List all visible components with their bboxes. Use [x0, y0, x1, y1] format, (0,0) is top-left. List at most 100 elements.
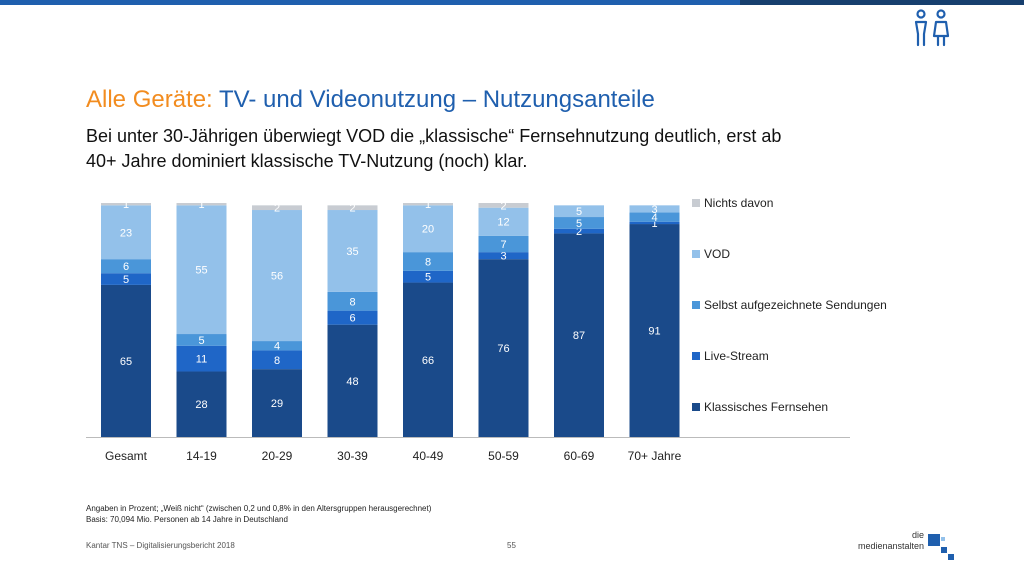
- data-label: 5: [123, 274, 129, 286]
- legend-item: Live-Stream: [692, 349, 769, 363]
- footnote-line-1: Angaben in Prozent; „Weiß nicht“ (zwisch…: [86, 504, 432, 513]
- data-label: 66: [422, 355, 434, 367]
- bar-segment: [629, 224, 680, 437]
- data-label: 1: [123, 199, 129, 211]
- data-label: 56: [271, 271, 283, 283]
- bar-segment: [101, 259, 151, 274]
- x-tick-label: 40-49: [413, 449, 444, 463]
- bar-segment: [176, 371, 227, 437]
- legend-label: Live-Stream: [704, 349, 769, 363]
- page-number: 55: [507, 541, 516, 550]
- data-label: 1: [425, 199, 431, 211]
- title-main: TV- und Videonutzung – Nutzungsanteile: [218, 86, 655, 113]
- bar-segment: [629, 221, 680, 225]
- x-tick-label: 60-69: [564, 449, 595, 463]
- bar-segment: [101, 205, 151, 260]
- bar-segment: [629, 212, 680, 222]
- data-label: 7: [500, 239, 506, 251]
- data-label: 5: [198, 335, 204, 347]
- data-label: 1: [198, 199, 204, 211]
- bar-segment: [176, 205, 227, 335]
- legend-label: Selbst aufgezeichnete Sendungen: [704, 298, 887, 312]
- data-label: 8: [274, 355, 280, 367]
- data-label: 65: [120, 356, 132, 368]
- bar-segment: [554, 228, 604, 234]
- x-tick-label: 30-39: [337, 449, 368, 463]
- bar-segment: [252, 350, 302, 370]
- data-label: 5: [576, 218, 582, 230]
- bar-segment: [403, 252, 453, 271]
- data-label: 91: [648, 326, 660, 338]
- bar-segment: [327, 324, 378, 437]
- bar-segment: [327, 291, 378, 311]
- legend-label: Klassisches Fernsehen: [704, 400, 829, 414]
- data-label: 8: [425, 257, 431, 269]
- data-label: 8: [349, 296, 355, 308]
- page-title: Alle Geräte: TV- und Videonutzung – Nutz…: [86, 86, 655, 114]
- bar-segment: [252, 341, 302, 351]
- logo-text-line-2: medienanstalten: [857, 541, 924, 551]
- bar-segment: [478, 207, 529, 236]
- data-label: 87: [573, 330, 585, 342]
- data-label: 4: [274, 341, 280, 353]
- bar-segment: [252, 210, 302, 342]
- people-icon: [914, 9, 950, 47]
- bar-segment: [101, 284, 151, 437]
- data-label: 3: [500, 251, 506, 263]
- bar-segment: [554, 217, 604, 229]
- bar-segment: [554, 205, 604, 218]
- legend-item: VOD: [692, 247, 730, 261]
- legend-swatch: [692, 352, 700, 360]
- data-label: 20: [422, 224, 434, 236]
- legend-item: Nichts davon: [692, 196, 773, 210]
- bar-segment: [403, 205, 453, 253]
- medienanstalten-logo: die medienanstalten: [842, 530, 954, 562]
- logo-text-line-1: die: [911, 530, 924, 540]
- bar-segment: [403, 282, 453, 437]
- bar-segment: [176, 345, 227, 372]
- legend-swatch: [692, 199, 700, 207]
- data-label: 2: [274, 203, 280, 215]
- data-label: 6: [349, 313, 355, 325]
- data-label: 5: [576, 206, 582, 218]
- bar-segment: [327, 310, 378, 325]
- bar-segment: [176, 203, 227, 206]
- bar-segment: [478, 235, 529, 253]
- data-label: 2: [500, 200, 506, 212]
- x-tick-label: 20-29: [262, 449, 293, 463]
- data-label: 29: [271, 398, 283, 410]
- data-label: 28: [195, 399, 207, 411]
- data-label: 12: [497, 217, 509, 229]
- subtitle-line-2: 40+ Jahre dominiert klassische TV-Nutzun…: [86, 151, 528, 171]
- bar-segment: [403, 270, 453, 283]
- data-label: 2: [576, 226, 582, 238]
- top-accent-bar-dark: [740, 0, 1024, 5]
- bar-segment: [478, 259, 529, 437]
- x-tick-label: 14-19: [186, 449, 217, 463]
- footnote: Angaben in Prozent; „Weiß nicht“ (zwisch…: [86, 503, 431, 525]
- bar-segment: [478, 203, 529, 208]
- legend-swatch: [692, 403, 700, 411]
- legend-label: VOD: [704, 247, 731, 261]
- bar-segment: [403, 203, 453, 206]
- logo-squares-icon: [928, 534, 954, 560]
- x-tick-label: 50-59: [488, 449, 519, 463]
- bar-segment: [629, 205, 680, 213]
- bar-segment: [554, 233, 604, 437]
- data-label: 11: [196, 354, 207, 366]
- data-label: 23: [120, 227, 132, 239]
- data-label: 6: [123, 261, 129, 273]
- data-label: 55: [195, 265, 207, 277]
- data-label: 3: [651, 204, 657, 216]
- footnote-line-2: Basis: 70,094 Mio. Personen ab 14 Jahre …: [86, 515, 288, 524]
- bar-segment: [252, 205, 302, 211]
- data-label: 4: [651, 212, 657, 224]
- legend-label: Nichts davon: [704, 196, 774, 210]
- bar-segment: [101, 273, 151, 285]
- top-accent-bar: [0, 0, 1024, 5]
- subtitle-line-1: Bei unter 30-Jährigen überwiegt VOD die …: [86, 126, 782, 146]
- bar-segment: [327, 205, 378, 211]
- bar-segment: [478, 252, 529, 260]
- legend-swatch: [692, 250, 700, 258]
